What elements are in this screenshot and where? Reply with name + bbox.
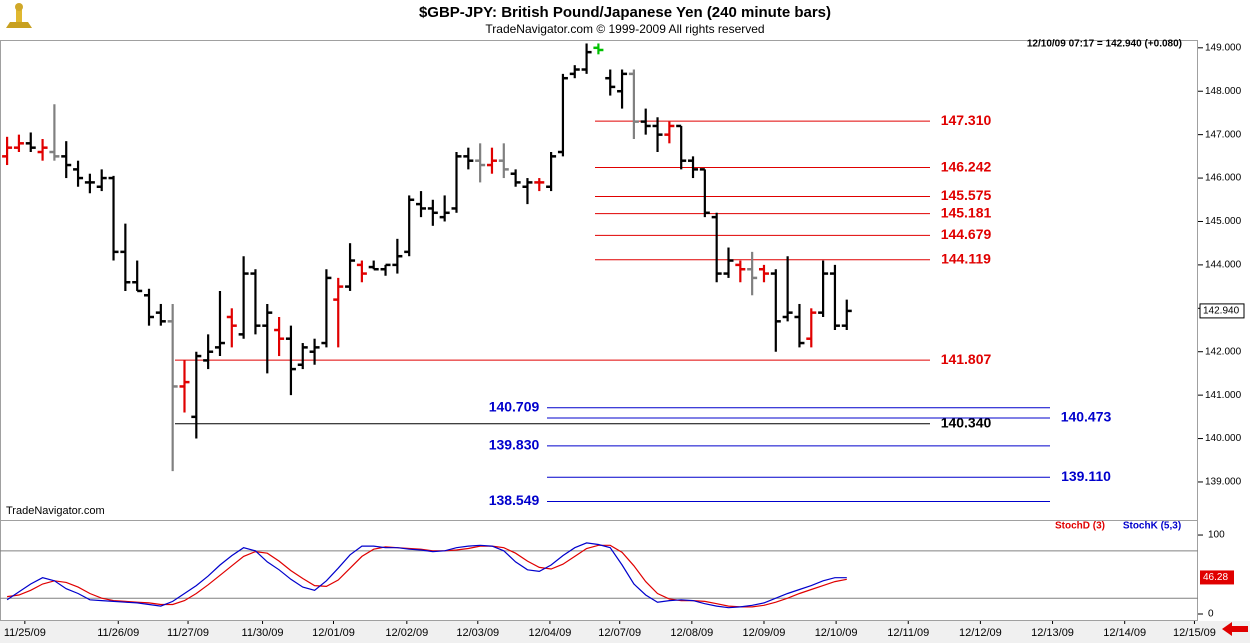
level-label: 144.119 bbox=[941, 250, 991, 266]
level-label: 144.679 bbox=[941, 226, 992, 242]
x-tick-label: 12/01/09 bbox=[312, 627, 355, 639]
chart-title: $GBP-JPY: British Pound/Japanese Yen (24… bbox=[419, 4, 831, 21]
scroll-arrow[interactable] bbox=[1222, 622, 1248, 636]
x-tick-label: 12/12/09 bbox=[959, 627, 1002, 639]
y-tick-label: 144.000 bbox=[1205, 260, 1242, 271]
last-price-box bbox=[1199, 303, 1245, 319]
x-tick-label: 12/08/09 bbox=[670, 627, 713, 639]
level-label: 139.110 bbox=[1061, 468, 1111, 484]
indicator-y-tick-label: 100 bbox=[1208, 530, 1225, 541]
indicator-last-label: 46.28 bbox=[1203, 572, 1228, 583]
plot-frame bbox=[0, 40, 1198, 621]
indicator-line bbox=[6, 542, 847, 609]
x-tick-label: 12/09/09 bbox=[743, 627, 786, 639]
legend-entry: StochD (3) bbox=[1055, 521, 1105, 532]
y-tick-label: 149.000 bbox=[1205, 42, 1242, 53]
level-label: 140.473 bbox=[1061, 409, 1112, 425]
y-tick-label: 140.000 bbox=[1205, 433, 1242, 444]
y-tick-label: 142.000 bbox=[1205, 346, 1242, 357]
x-tick-label: 12/11/09 bbox=[887, 627, 929, 639]
y-tick-label: 145.000 bbox=[1205, 216, 1242, 227]
level-label: 141.807 bbox=[941, 351, 992, 367]
logo bbox=[6, 3, 32, 28]
y-tick-label: 147.000 bbox=[1205, 129, 1242, 140]
y-tick-label: 141.000 bbox=[1205, 390, 1242, 401]
x-tick-label: 12/02/09 bbox=[385, 627, 428, 639]
level-label: 145.575 bbox=[941, 187, 992, 203]
x-tick-label: 12/15/09 bbox=[1173, 627, 1216, 639]
subtitle: TradeNavigator.com © 1999-2009 All right… bbox=[485, 22, 764, 36]
last-price-label: 142.940 bbox=[1203, 306, 1240, 317]
x-axis-band bbox=[0, 621, 1250, 643]
x-tick-label: 12/07/09 bbox=[598, 627, 641, 639]
x-tick-label: 12/03/09 bbox=[456, 627, 499, 639]
level-label: 147.310 bbox=[941, 112, 992, 128]
x-tick-label: 12/04/09 bbox=[529, 627, 572, 639]
level-label: 139.830 bbox=[489, 437, 540, 453]
legend-entry: StochK (5,3) bbox=[1123, 521, 1181, 532]
watermark: TradeNavigator.com bbox=[6, 505, 105, 517]
level-label: 140.340 bbox=[941, 414, 992, 430]
x-tick-label: 11/27/09 bbox=[167, 627, 209, 639]
level-label: 138.549 bbox=[489, 492, 540, 508]
x-tick-label: 12/10/09 bbox=[815, 627, 858, 639]
x-tick-label: 11/30/09 bbox=[242, 627, 284, 639]
y-tick-label: 146.000 bbox=[1205, 173, 1242, 184]
y-tick-label: 139.000 bbox=[1205, 477, 1242, 488]
indicator-line bbox=[7, 544, 847, 608]
level-label: 145.181 bbox=[941, 204, 992, 220]
x-tick-label: 12/14/09 bbox=[1103, 627, 1146, 639]
info-line: 12/10/09 07:17 = 142.940 (+0.080) bbox=[1027, 39, 1182, 50]
x-tick-label: 12/13/09 bbox=[1031, 627, 1074, 639]
level-label: 146.242 bbox=[941, 158, 992, 174]
indicator-last-box bbox=[1200, 570, 1234, 585]
level-label: 140.709 bbox=[489, 398, 540, 414]
y-tick-label: 148.000 bbox=[1205, 86, 1242, 97]
indicator-y-tick-label: 0 bbox=[1208, 609, 1214, 620]
x-tick-label: 11/26/09 bbox=[97, 627, 139, 639]
x-tick-label: 11/25/09 bbox=[4, 627, 46, 639]
